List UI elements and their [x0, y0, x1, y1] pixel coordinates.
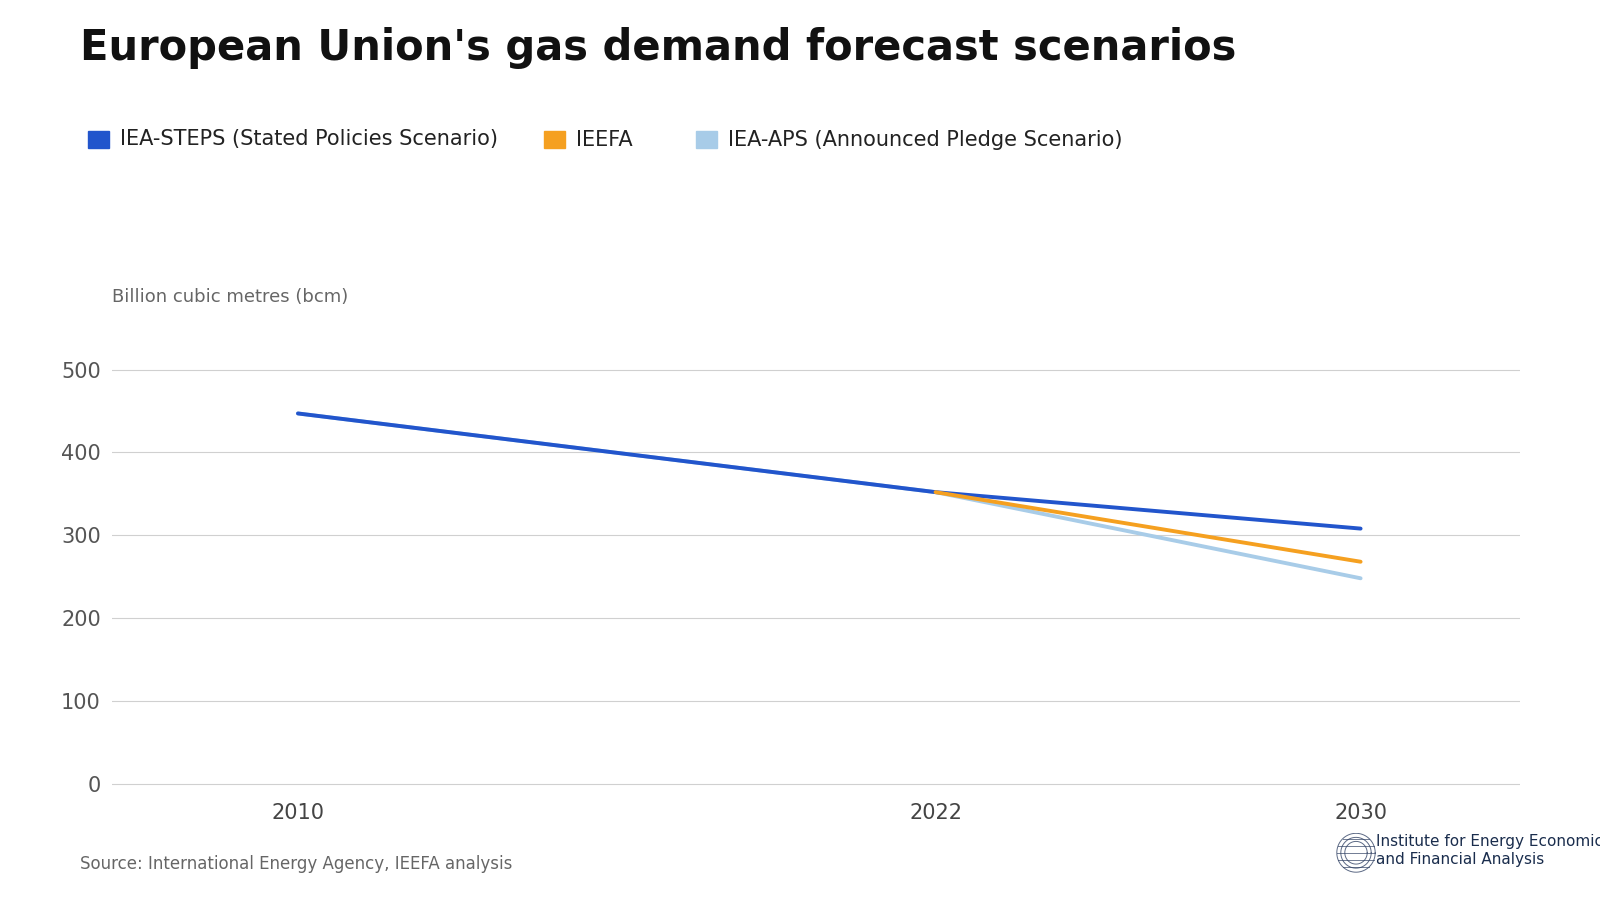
Text: Source: International Energy Agency, IEEFA analysis: Source: International Energy Agency, IEE… — [80, 855, 512, 873]
Text: Billion cubic metres (bcm): Billion cubic metres (bcm) — [112, 288, 349, 306]
Text: European Union's gas demand forecast scenarios: European Union's gas demand forecast sce… — [80, 27, 1237, 69]
Text: IEA-APS (Announced Pledge Scenario): IEA-APS (Announced Pledge Scenario) — [728, 130, 1123, 149]
Text: Institute for Energy Economics
and Financial Analysis: Institute for Energy Economics and Finan… — [1376, 834, 1600, 867]
Text: IEEFA: IEEFA — [576, 130, 632, 149]
Text: IEA-STEPS (Stated Policies Scenario): IEA-STEPS (Stated Policies Scenario) — [120, 130, 498, 149]
